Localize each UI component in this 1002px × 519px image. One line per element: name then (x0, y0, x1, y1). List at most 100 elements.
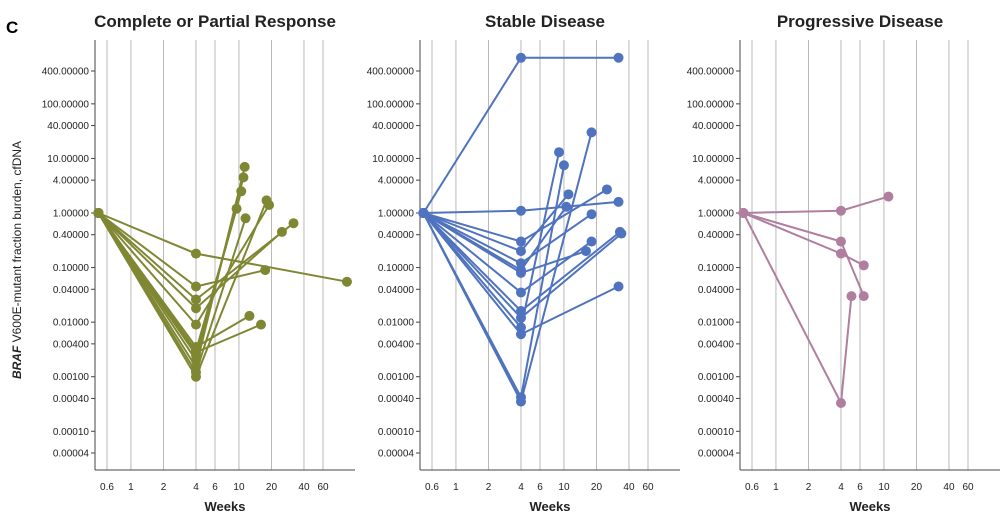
panel-2-y-tick-label: 0.00100 (378, 372, 415, 383)
panel-2-y-tick-label: 0.00040 (378, 394, 415, 405)
panel-2-title: Stable Disease (485, 12, 605, 31)
panel-3-series-2-point (858, 291, 869, 302)
panel-1-y-tick-label: 4.00000 (53, 176, 90, 187)
panel-2-series-5-point (586, 209, 597, 220)
panel-1-y-tick-label: 0.00100 (53, 372, 90, 383)
panel-2-y-tick-label: 400.00000 (367, 67, 415, 78)
panel-1-series-9-point (288, 218, 299, 229)
panel-2-series-3-point (515, 236, 526, 247)
panel-2-series-11-point (554, 147, 565, 158)
panel-2-series-10-point (616, 228, 627, 239)
panel-2-series-6-point (561, 201, 572, 212)
panel-1-series-7-point (264, 200, 275, 211)
panel-3-y-tick-label: 0.40000 (698, 230, 735, 241)
panel-1-series-11-point (190, 248, 201, 259)
panel-2-series-14-point (586, 127, 597, 138)
panel-3-y-tick-label: 0.00400 (698, 339, 735, 350)
panel-3-y-tick-label: 100.00000 (687, 99, 735, 110)
panel-2-series-13-line (422, 165, 565, 401)
panel-1-y-tick-label: 0.10000 (53, 263, 90, 274)
panel-2-series-12-point (613, 281, 624, 292)
panel-1-x-tick-label: 60 (317, 482, 329, 493)
panel-1-series-11-point (341, 276, 352, 287)
panel-3-title: Progressive Disease (777, 12, 943, 31)
panel-2-series-7-point (581, 246, 592, 257)
panel-3-x-tick-label: 1 (773, 482, 779, 493)
panel-1-x-tick-label: 4 (193, 482, 199, 493)
panel-2-x-tick-label: 10 (558, 482, 570, 493)
panel-1-x-tick-label: 20 (266, 482, 278, 493)
panel-3-series-4-point (846, 291, 857, 302)
panel-3-y-tick-label: 10.00000 (692, 154, 734, 165)
panel-3-x-tick-label: 10 (878, 482, 890, 493)
panel-2-series-4-point (515, 246, 526, 257)
panel-2-series-4-line (423, 193, 570, 253)
panel-3-x-tick-label: 6 (857, 482, 863, 493)
panel-3-x-tick-label: 0.6 (745, 482, 759, 493)
panel-1-y-tick-label: 100.00000 (42, 99, 90, 110)
panel-1-series-8-point (190, 303, 201, 314)
panel-2-series-3-point (601, 184, 612, 195)
panel-2-series-13-point (558, 160, 569, 171)
y-axis-label: BRAF V600E-mutant fraction burden, cfDNA (10, 141, 24, 379)
panel-letter: C (6, 18, 19, 37)
panel-3-y-tick-label: 0.00040 (698, 394, 735, 405)
panel-2-x-tick-label: 60 (642, 482, 654, 493)
panel-1-y-tick-label: 0.01000 (53, 318, 90, 329)
panel-1-x-tick-label: 40 (298, 482, 310, 493)
panel-3-series-1-line (743, 195, 889, 214)
panel-3-series-3-point (835, 248, 846, 259)
panel-3-y-tick-label: 40.00000 (692, 121, 734, 132)
panel-2-series-1-point (515, 52, 526, 63)
panel-2-x-tick-label: 4 (518, 482, 524, 493)
panel-1-y-tick-label: 0.00010 (53, 427, 90, 438)
panel-2-series-8-point (515, 287, 526, 298)
panel-1-x-tick-label: 6 (212, 482, 218, 493)
panel-2-x-axis-label: Weeks (530, 499, 571, 514)
panel-2-y-tick-label: 0.40000 (378, 230, 415, 241)
panel-2-y-tick-label: 4.00000 (378, 176, 415, 187)
panel-2-y-tick-label: 10.00000 (372, 154, 414, 165)
panel-3-y-tick-label: 0.04000 (698, 285, 735, 296)
panel-3-y-tick-label: 0.00010 (698, 427, 735, 438)
panel-2-series-8-point (586, 236, 597, 247)
panel-3-x-tick-label: 40 (943, 482, 955, 493)
panel-3-y-tick-label: 0.00100 (698, 372, 735, 383)
panel-1-y-tick-label: 0.00004 (53, 449, 90, 460)
panel-3-x-tick-label: 4 (838, 482, 844, 493)
panel-3-y-tick-label: 4.00000 (698, 176, 735, 187)
panel-3-series-4-line (742, 212, 853, 407)
panel-1-series-13-point (190, 347, 201, 358)
panel-1-x-tick-label: 10 (233, 482, 245, 493)
panel-1-title: Complete or Partial Response (94, 12, 336, 31)
panel-1-x-axis-label: Weeks (205, 499, 246, 514)
panel-3-y-tick-label: 1.00000 (698, 209, 735, 220)
panel-2-series-4-point (563, 189, 574, 200)
panel-2-series-2-point (613, 196, 624, 207)
panel-1-y-tick-label: 0.00400 (53, 339, 90, 350)
panel-3-y-tick-label: 0.00004 (698, 449, 735, 460)
y-axis-label-rest: V600E-mutant fraction burden, cfDNA (10, 141, 24, 346)
panel-1-y-tick-label: 1.00000 (53, 209, 90, 220)
panel-1-series-4-point (239, 161, 250, 172)
panel-3-series-2-point (835, 236, 846, 247)
y-axis-label-italic: BRAF (10, 345, 24, 379)
panel-2-y-tick-label: 0.10000 (378, 263, 415, 274)
panel-2-series-14-point (515, 396, 526, 407)
panel-3-x-tick-label: 20 (911, 482, 923, 493)
panel-2-y-tick-label: 0.00010 (378, 427, 415, 438)
panel-2-series-1-point (613, 52, 624, 63)
y-axis-label-text: BRAF V600E-mutant fraction burden, cfDNA (10, 141, 24, 379)
panel-2-x-tick-label: 1 (453, 482, 459, 493)
panel-1-series-5-point (240, 213, 251, 224)
panel-1-series-10-point (190, 281, 201, 292)
panel-2-x-tick-label: 0.6 (425, 482, 439, 493)
panel-1-series-13-point (93, 208, 104, 218)
panel-1-series-9-point (190, 294, 201, 305)
panel-1-series-12-point (244, 310, 255, 321)
panel-2-x-tick-label: 40 (623, 482, 635, 493)
panel-1-y-tick-label: 0.04000 (53, 285, 90, 296)
panel-1-series-7-point (190, 319, 201, 330)
panel-3-y-tick-label: 0.10000 (698, 263, 735, 274)
